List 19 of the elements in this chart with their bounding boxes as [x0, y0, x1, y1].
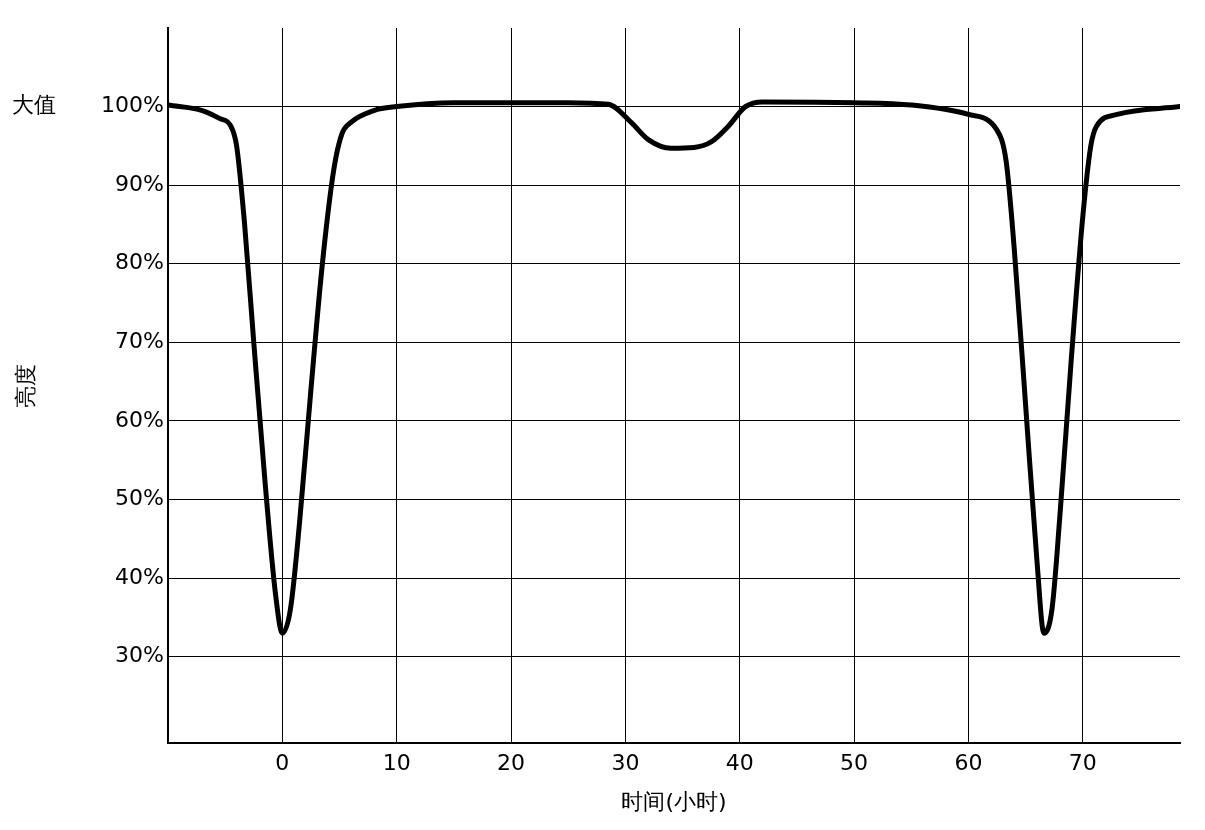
y-tick-label: 70% — [115, 328, 164, 354]
x-tick-label: 10 — [382, 750, 411, 776]
x-tick-label: 70 — [1068, 750, 1097, 776]
x-tick-label: 60 — [954, 750, 983, 776]
y-tick-label: 100% — [101, 92, 164, 118]
x-tick-label: 0 — [275, 750, 290, 776]
x-tick-label: 30 — [611, 750, 640, 776]
x-tick-label: 50 — [840, 750, 869, 776]
text: 大值 — [12, 92, 56, 118]
y-tick-label: 40% — [115, 563, 164, 589]
x-axis-title: 时间(小时) — [621, 788, 727, 814]
y-tick-label: 90% — [115, 170, 164, 196]
y-tick-label: 60% — [115, 406, 164, 432]
y-axis-title: 亮度 — [12, 363, 38, 408]
x-tick-label: 20 — [497, 750, 526, 776]
y-tick-label: 50% — [115, 485, 164, 511]
x-tick-label: 40 — [725, 750, 754, 776]
y-tick-label: 30% — [115, 642, 164, 668]
y-tick-label: 80% — [115, 249, 164, 275]
